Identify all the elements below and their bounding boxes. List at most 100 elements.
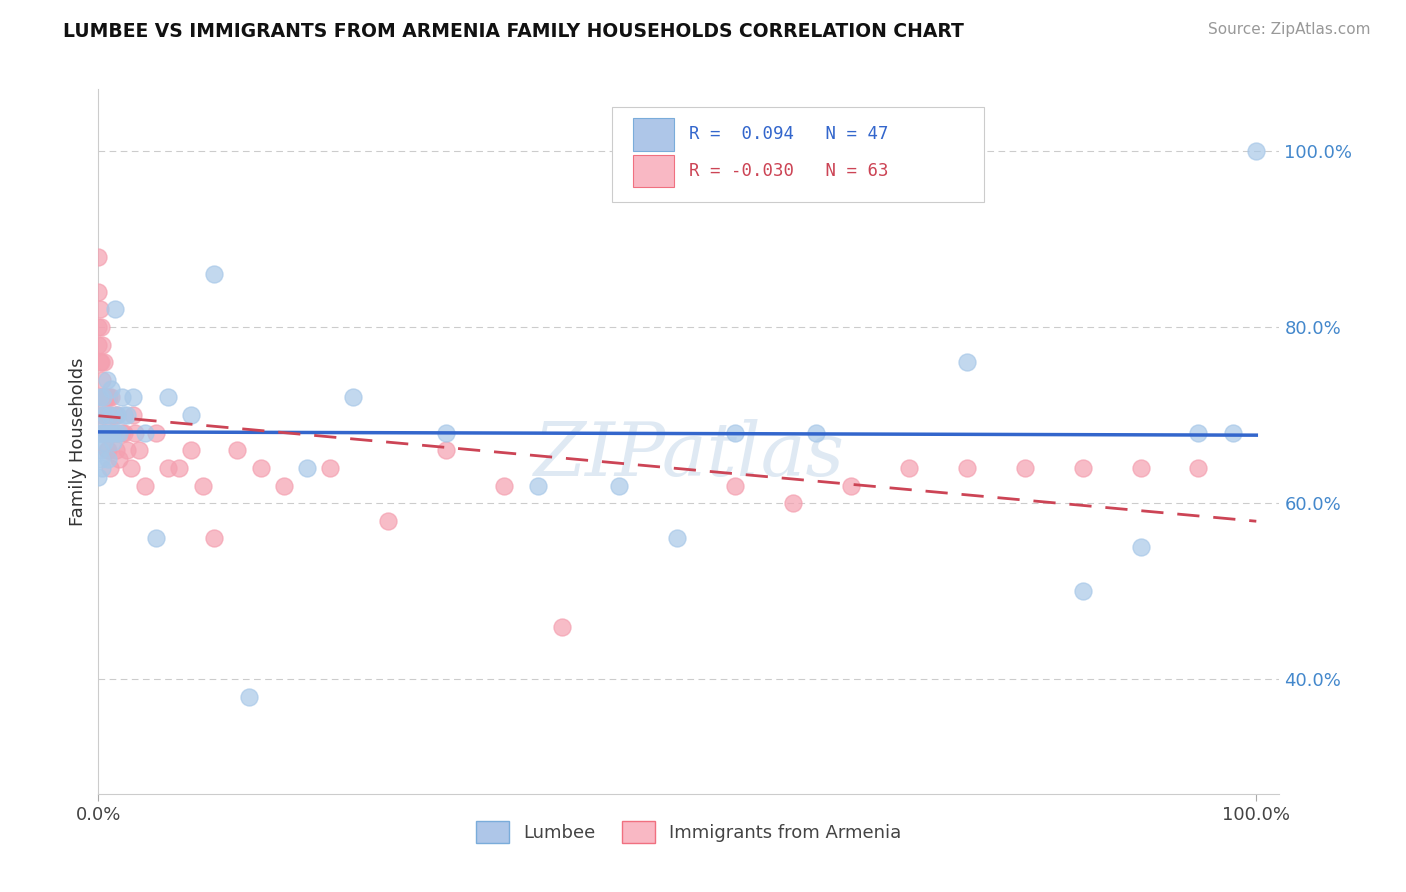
Point <box>145 425 167 440</box>
Point <box>108 425 131 440</box>
Point <box>128 443 150 458</box>
Point <box>110 391 132 405</box>
Point <box>90 452 112 467</box>
Point <box>97 391 120 405</box>
Point <box>724 425 747 440</box>
Point <box>782 496 804 510</box>
Point <box>377 514 399 528</box>
FancyBboxPatch shape <box>612 107 984 202</box>
Point <box>97 425 120 440</box>
Point <box>98 408 121 422</box>
Point <box>105 408 128 422</box>
Point <box>104 302 127 317</box>
Point <box>89 408 111 422</box>
Point <box>1246 144 1268 158</box>
Point <box>90 408 112 422</box>
Point <box>103 434 125 449</box>
Point <box>101 425 124 440</box>
Point <box>666 532 689 546</box>
FancyBboxPatch shape <box>634 154 673 187</box>
Point <box>103 425 125 440</box>
Point <box>94 408 117 422</box>
Point <box>956 355 979 369</box>
Point <box>342 391 364 405</box>
Point <box>98 408 121 422</box>
Point <box>87 391 110 405</box>
Point <box>87 337 110 351</box>
Point <box>434 425 457 440</box>
Point <box>96 373 118 387</box>
Point <box>134 478 156 492</box>
Text: R = -0.030   N = 63: R = -0.030 N = 63 <box>689 162 889 180</box>
Point <box>956 461 979 475</box>
Point <box>527 478 550 492</box>
Point <box>97 452 120 467</box>
Point <box>91 391 114 405</box>
Text: R =  0.094   N = 47: R = 0.094 N = 47 <box>689 125 889 144</box>
FancyBboxPatch shape <box>634 118 673 151</box>
Legend: Lumbee, Immigrants from Armenia: Lumbee, Immigrants from Armenia <box>467 812 911 852</box>
Point <box>202 267 225 281</box>
Point <box>105 408 128 422</box>
Point <box>100 391 122 405</box>
Point <box>89 355 111 369</box>
Point <box>90 320 112 334</box>
Point <box>101 425 124 440</box>
Point <box>91 391 114 405</box>
Point <box>434 443 457 458</box>
Point <box>122 408 145 422</box>
Point <box>93 355 115 369</box>
Point <box>226 443 249 458</box>
Point <box>117 443 139 458</box>
Point <box>124 425 146 440</box>
Point <box>1187 425 1209 440</box>
Point <box>156 391 179 405</box>
Point <box>839 478 862 492</box>
Point <box>108 452 131 467</box>
Point <box>94 425 117 440</box>
Point <box>94 391 117 405</box>
Point <box>897 461 920 475</box>
Point <box>295 461 318 475</box>
Point <box>87 285 110 299</box>
Point <box>806 425 828 440</box>
Point <box>191 478 214 492</box>
Point <box>96 391 118 405</box>
Point <box>90 337 112 351</box>
Point <box>180 443 202 458</box>
Point <box>1071 461 1094 475</box>
Point <box>100 382 122 396</box>
Point <box>89 391 111 405</box>
Point <box>238 690 260 704</box>
Point <box>90 461 112 475</box>
Point <box>87 425 110 440</box>
Point <box>87 469 110 483</box>
Text: Source: ZipAtlas.com: Source: ZipAtlas.com <box>1208 22 1371 37</box>
Point <box>117 408 139 422</box>
Point <box>156 461 179 475</box>
Point <box>90 355 112 369</box>
Point <box>550 619 572 633</box>
Point <box>492 478 515 492</box>
Point <box>724 478 747 492</box>
Point <box>87 250 110 264</box>
Point <box>97 408 120 422</box>
Point <box>169 461 191 475</box>
Point <box>94 425 117 440</box>
Point <box>104 408 127 422</box>
Text: LUMBEE VS IMMIGRANTS FROM ARMENIA FAMILY HOUSEHOLDS CORRELATION CHART: LUMBEE VS IMMIGRANTS FROM ARMENIA FAMILY… <box>63 22 965 41</box>
Point <box>120 461 142 475</box>
Point <box>202 532 225 546</box>
Point <box>273 478 295 492</box>
Point <box>104 425 127 440</box>
Point <box>93 434 115 449</box>
Point <box>112 408 135 422</box>
Point <box>1129 461 1152 475</box>
Point <box>90 425 112 440</box>
Point <box>1222 425 1244 440</box>
Point <box>89 302 111 317</box>
Point <box>89 443 111 458</box>
Text: ZIPatlas: ZIPatlas <box>533 419 845 491</box>
Point <box>98 461 121 475</box>
Point <box>180 408 202 422</box>
